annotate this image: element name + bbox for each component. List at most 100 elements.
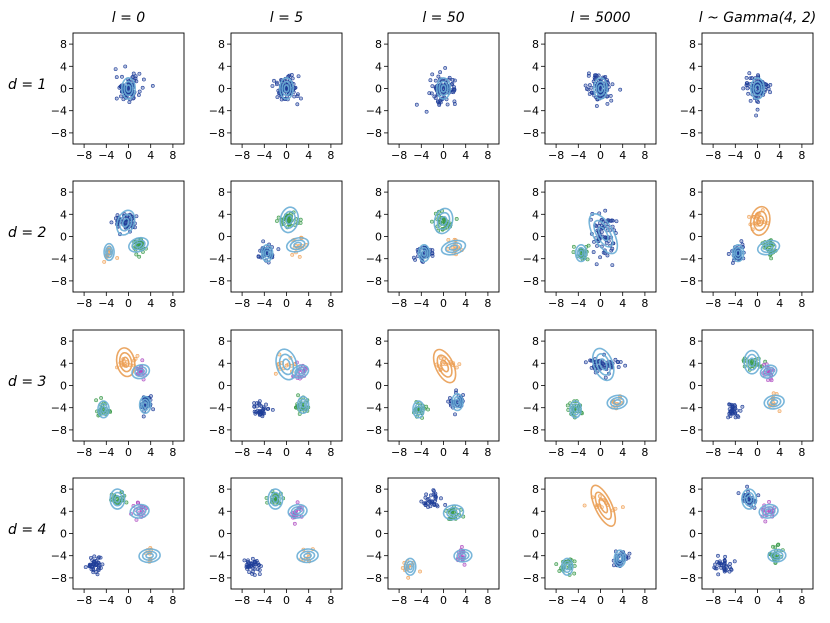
contour-ellipse xyxy=(743,349,761,375)
subplot-4-3: −8 −4 0 4 8 −8 −4 0 4 8 xyxy=(366,477,500,607)
x-tick-label: −4 xyxy=(570,594,586,607)
scatter-point xyxy=(430,84,435,89)
subplot-plot-area xyxy=(554,484,632,577)
subplot-frame xyxy=(72,477,185,590)
contour-ellipse xyxy=(578,249,584,257)
contour-ellipse xyxy=(417,244,431,263)
y-tick-label: 0 xyxy=(375,528,382,541)
x-tick-label: 4 xyxy=(776,149,783,162)
scatter-point xyxy=(99,396,104,400)
x-tick-label: 8 xyxy=(169,594,176,607)
x-tick-label: 0 xyxy=(283,297,290,310)
x-tick-label: 0 xyxy=(440,446,447,459)
subplot-frame xyxy=(387,180,500,293)
subplot-plot-area xyxy=(102,209,149,264)
scatter-point xyxy=(584,87,589,91)
contour-ellipse xyxy=(128,236,149,253)
contour-ellipse xyxy=(275,348,298,381)
contour-ellipse xyxy=(433,207,454,235)
scatter-point xyxy=(296,393,300,398)
x-tick-label: −4 xyxy=(570,446,586,459)
scatter-point xyxy=(572,564,577,568)
x-tick-label: 4 xyxy=(619,594,626,607)
x-tick-label: −4 xyxy=(413,446,429,459)
y-tick-label: 0 xyxy=(60,380,67,393)
scatter-point xyxy=(427,499,432,504)
scatter-point xyxy=(135,354,140,358)
scatter-point xyxy=(608,94,613,98)
contour-ellipse xyxy=(588,213,619,255)
x-tick-label: −8 xyxy=(76,594,92,607)
x-tick-label: −8 xyxy=(705,149,721,162)
x-tick-label: 4 xyxy=(619,149,626,162)
contour-ellipse xyxy=(134,241,143,249)
scatter-point xyxy=(554,562,559,567)
x-tick-label: 8 xyxy=(484,594,491,607)
subplot-frame xyxy=(72,329,185,442)
x-tick-label: 4 xyxy=(147,149,154,162)
scatter-point xyxy=(140,358,145,363)
y-tick-label: 0 xyxy=(218,380,225,393)
scatter-point xyxy=(252,404,257,409)
x-tick-label: −4 xyxy=(98,446,114,459)
y-tick-label: 4 xyxy=(375,357,382,370)
scatter-point xyxy=(618,87,623,92)
y-tick-label: −4 xyxy=(680,105,696,118)
scatter-point xyxy=(756,493,761,498)
scatter-point xyxy=(747,71,752,76)
y-tick-label: −8 xyxy=(51,572,67,585)
scatter-point xyxy=(295,102,300,107)
scatter-point xyxy=(747,214,751,219)
y-tick-label: 8 xyxy=(60,38,67,51)
scatter-point xyxy=(137,254,142,259)
row-label: d = 2 xyxy=(8,225,47,241)
x-tick-label: 4 xyxy=(305,594,312,607)
contour-ellipse xyxy=(272,494,279,504)
scatter-point xyxy=(298,217,303,222)
scatter-point xyxy=(557,569,562,573)
scatter-point xyxy=(419,499,424,504)
x-tick-label: 4 xyxy=(462,297,469,310)
subplot-plot-area xyxy=(252,348,311,419)
y-tick-label: −8 xyxy=(523,127,539,140)
contour-ellipse xyxy=(140,398,150,412)
scatter-point xyxy=(587,83,592,88)
scatter-point xyxy=(592,239,596,244)
contour-ellipse xyxy=(278,353,295,376)
x-tick-label: 8 xyxy=(641,149,648,162)
y-tick-label: 0 xyxy=(532,380,539,393)
y-tick-label: 0 xyxy=(60,83,67,96)
x-tick-label: 8 xyxy=(327,149,334,162)
scatter-point xyxy=(123,64,128,69)
scatter-point xyxy=(732,559,737,564)
scatter-point xyxy=(433,96,438,100)
y-tick-label: −4 xyxy=(209,105,225,118)
x-tick-label: 8 xyxy=(327,594,334,607)
scatter-point xyxy=(423,501,428,506)
subplot-plot-area xyxy=(414,66,457,114)
contour-ellipse xyxy=(121,356,130,368)
contour-ellipse xyxy=(456,550,470,561)
contour-ellipse xyxy=(260,244,274,263)
scatter-point xyxy=(722,569,727,574)
contour-ellipse xyxy=(593,219,614,248)
scatter-point xyxy=(276,247,281,252)
subplot-plot-area xyxy=(242,488,319,577)
contour-ellipse xyxy=(748,357,756,367)
subplot-frame xyxy=(230,329,343,442)
contour-ellipse xyxy=(287,503,308,519)
scatter-point xyxy=(264,402,268,407)
contour-ellipse xyxy=(752,80,763,97)
scatter-point xyxy=(137,71,142,76)
scatter-point xyxy=(713,562,717,567)
scatter-point xyxy=(141,77,146,82)
contour-ellipse xyxy=(262,246,272,260)
contour-ellipse xyxy=(612,399,622,406)
scatter-point xyxy=(587,71,591,76)
scatter-point xyxy=(723,554,728,559)
contour-ellipse xyxy=(731,244,745,263)
subplot-plot-area xyxy=(571,208,619,268)
contour-ellipse xyxy=(269,491,281,507)
scatter-point xyxy=(462,562,467,567)
contour-ellipse xyxy=(282,210,297,230)
